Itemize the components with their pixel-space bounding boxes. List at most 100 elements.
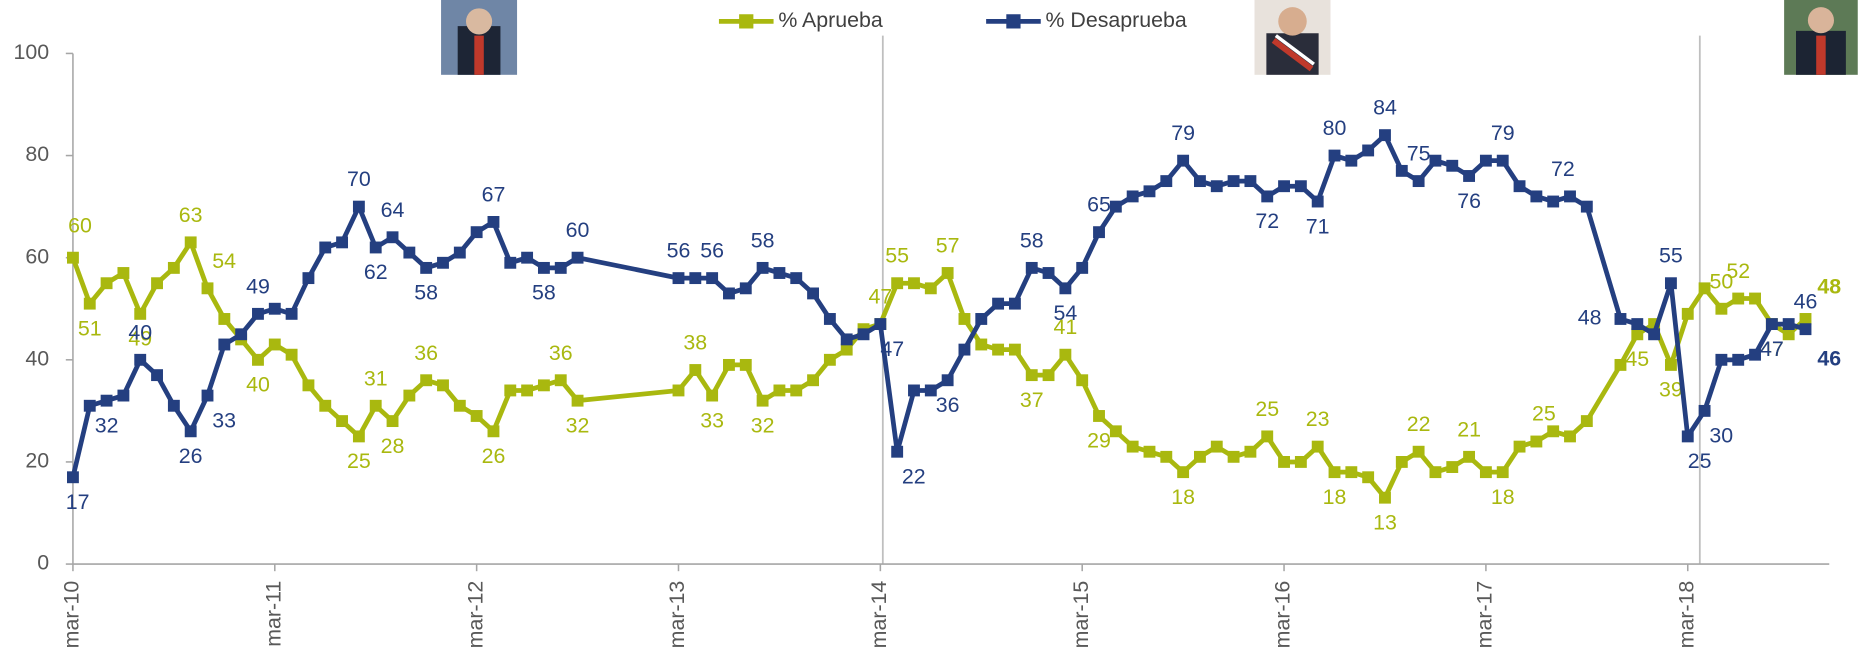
data-point xyxy=(1395,456,1408,468)
data-label: 18 xyxy=(1171,485,1195,509)
data-point xyxy=(924,384,937,397)
data-point xyxy=(773,384,786,397)
data-point xyxy=(1093,226,1105,239)
data-label: 58 xyxy=(414,281,438,305)
data-point xyxy=(201,282,214,295)
x-tick-label: mar-10 xyxy=(60,581,84,649)
data-label: 25 xyxy=(1255,397,1279,421)
data-point xyxy=(975,313,988,325)
data-point xyxy=(252,307,264,320)
data-label: 63 xyxy=(179,203,203,227)
data-point xyxy=(67,251,79,264)
data-point xyxy=(218,338,231,351)
data-label: 13 xyxy=(1373,510,1397,534)
y-tick-label: 40 xyxy=(25,346,49,370)
data-label: 47 xyxy=(1760,337,1784,361)
data-point xyxy=(1160,450,1173,463)
y-tick-label: 60 xyxy=(25,244,49,268)
data-point xyxy=(840,343,853,356)
data-point xyxy=(1715,353,1728,366)
data-label: 57 xyxy=(936,234,960,258)
data-label: 38 xyxy=(683,331,707,355)
data-point xyxy=(1059,348,1072,361)
legend-marker xyxy=(1006,14,1021,29)
data-point xyxy=(336,415,349,428)
data-point xyxy=(908,384,920,397)
data-point xyxy=(437,256,449,269)
data-point xyxy=(1765,318,1778,331)
data-point xyxy=(1362,471,1375,484)
data-point xyxy=(1799,323,1812,336)
data-point xyxy=(1278,180,1290,193)
data-point xyxy=(1580,415,1593,428)
data-point xyxy=(1379,491,1391,504)
data-point xyxy=(1025,369,1038,382)
data-label: 49 xyxy=(246,274,270,298)
data-point xyxy=(992,297,1005,310)
data-point xyxy=(319,241,332,254)
data-point xyxy=(941,267,954,279)
data-label: 65 xyxy=(1087,193,1111,217)
x-tick-label: mar-15 xyxy=(1069,581,1093,649)
data-point xyxy=(1664,358,1677,371)
data-point xyxy=(1194,175,1206,188)
data-point xyxy=(420,261,433,274)
data-point xyxy=(807,287,819,300)
data-point xyxy=(958,343,971,356)
data-point xyxy=(1530,435,1543,448)
data-point xyxy=(1059,282,1072,295)
data-point xyxy=(1631,328,1644,341)
data-point xyxy=(1210,180,1223,193)
data-point xyxy=(1513,440,1526,453)
data-point xyxy=(756,394,769,407)
data-point xyxy=(908,277,920,290)
data-label: 32 xyxy=(566,413,590,437)
data-point xyxy=(386,415,399,428)
data-label: 64 xyxy=(381,198,405,222)
data-point xyxy=(1025,261,1038,274)
data-point xyxy=(352,430,365,443)
data-point xyxy=(1782,318,1795,331)
data-point xyxy=(403,389,416,402)
data-label: 60 xyxy=(566,218,590,242)
portrait xyxy=(1254,0,1331,75)
data-point xyxy=(992,343,1005,356)
data-label: 22 xyxy=(1407,412,1431,436)
legend-marker xyxy=(739,14,754,29)
data-point xyxy=(1715,302,1728,315)
data-label: 40 xyxy=(128,320,152,344)
data-label: 30 xyxy=(1709,424,1733,448)
data-label: 33 xyxy=(212,408,236,432)
data-point xyxy=(302,379,315,392)
data-label: 47 xyxy=(868,285,892,309)
data-point xyxy=(773,267,786,279)
data-point xyxy=(1278,456,1290,468)
data-label: 33 xyxy=(700,408,724,432)
data-point xyxy=(1227,175,1240,188)
data-point xyxy=(1227,450,1240,463)
data-point xyxy=(823,353,836,366)
data-point xyxy=(420,374,433,387)
data-label: 39 xyxy=(1659,378,1683,402)
data-point xyxy=(1664,277,1677,290)
data-point xyxy=(252,353,264,366)
data-label: 25 xyxy=(1688,449,1712,473)
x-tick-label: mar-12 xyxy=(463,581,487,649)
data-point xyxy=(1328,466,1341,479)
data-point xyxy=(739,358,752,371)
data-label: 84 xyxy=(1373,96,1397,120)
data-point xyxy=(1379,129,1391,142)
data-point xyxy=(487,425,500,438)
data-point xyxy=(571,394,584,407)
data-label: 51 xyxy=(78,316,102,340)
data-point xyxy=(453,399,466,412)
data-point xyxy=(319,399,332,412)
data-point xyxy=(1496,154,1509,167)
legend-label: % Desaprueba xyxy=(1046,8,1187,32)
data-point xyxy=(504,384,517,397)
data-point xyxy=(1732,292,1745,305)
data-point xyxy=(1143,445,1156,458)
data-point xyxy=(874,318,887,331)
data-label: 56 xyxy=(700,239,724,263)
